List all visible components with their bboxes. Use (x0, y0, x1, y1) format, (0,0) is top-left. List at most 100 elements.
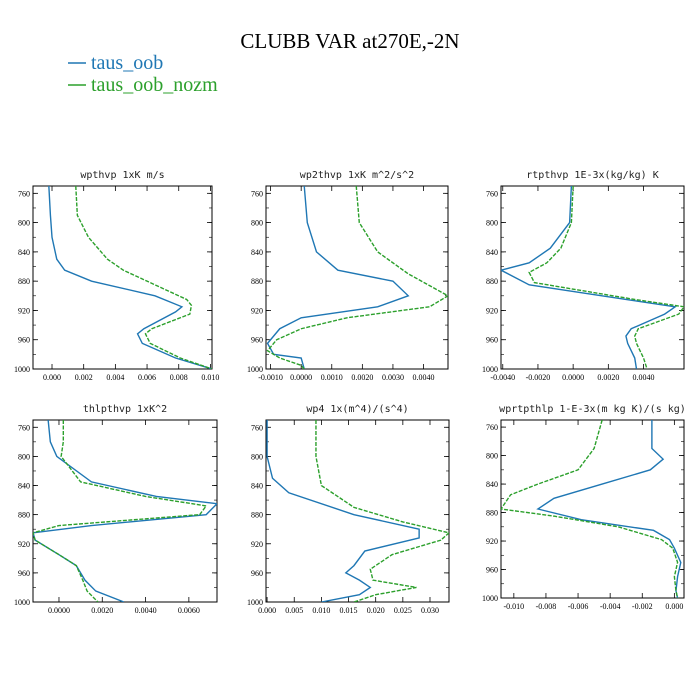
y-tick-label: 840 (486, 480, 498, 489)
y-tick-label: 840 (18, 248, 30, 257)
y-tick-label: 960 (18, 569, 30, 578)
panel-title: wprtpthlp 1-E-3x(m kg K)/(s kg) (499, 404, 686, 415)
series-line-taus-oob (536, 420, 682, 598)
plot-frame (265, 419, 450, 603)
x-tick-label: 0.0020 (351, 373, 373, 382)
panels: wpthvp 1xK m/s 760 800 840 880 920 960 1000 0.00… (14, 170, 686, 615)
y-tick-label: 760 (486, 423, 498, 432)
plot-frame (32, 419, 218, 603)
y-tick-label: 840 (486, 248, 498, 257)
series-line-taus-oob (266, 186, 410, 369)
x-tick-label: 0.030 (421, 606, 439, 615)
y-tick-label: 840 (251, 482, 263, 491)
y-tick-label: 920 (18, 540, 30, 549)
plot-frame (265, 185, 449, 370)
plot-frame (500, 185, 685, 370)
y-tick-label: 1000 (247, 365, 263, 374)
y-tick-label: 920 (251, 540, 263, 549)
y-tick-label: 960 (486, 336, 498, 345)
y-tick-label: 960 (251, 336, 263, 345)
y-tick-label: 800 (251, 219, 263, 228)
series-line-taus-oob (48, 186, 212, 369)
x-tick-label: 0.005 (285, 606, 303, 615)
x-tick-label: 0.0040 (413, 373, 435, 382)
panel-title: wp2thvp 1xK m^2/s^2 (300, 170, 414, 181)
x-tick-label: 0.010 (201, 373, 219, 382)
series-line-taus-oob-nozm (33, 420, 208, 602)
x-tick-label: 0.0000 (562, 373, 584, 382)
panel-title: rtpthvp 1E-3x(kg/kg) K (526, 170, 658, 181)
y-tick-label: 960 (18, 336, 30, 345)
y-tick-label: 840 (18, 482, 30, 491)
y-tick-label: 760 (486, 189, 498, 198)
y-tick-label: 1000 (482, 594, 498, 603)
x-tick-label: -0.008 (536, 602, 557, 611)
x-tick-label: 0.0020 (91, 606, 113, 615)
y-tick-label: 800 (18, 219, 30, 228)
y-tick-label: 1000 (14, 598, 30, 607)
x-tick-label: -0.006 (568, 602, 589, 611)
x-tick-label: 0.0060 (178, 606, 200, 615)
y-tick-label: 920 (486, 306, 498, 315)
y-tick-label: 880 (251, 277, 263, 286)
panel-title: wp4 1x(m^4)/(s^4) (306, 404, 408, 415)
y-tick-label: 800 (486, 219, 498, 228)
series-line-taus-oob-nozm (315, 420, 449, 602)
x-tick-label: 0.008 (170, 373, 188, 382)
plot-frame (500, 419, 685, 599)
series-line-taus-oob-nozm (75, 186, 212, 369)
x-tick-label: 0.0000 (290, 373, 312, 382)
legend-label-taus-oob: taus_oob (91, 52, 163, 74)
x-tick-label: 0.015 (340, 606, 358, 615)
x-tick-label: -0.0040 (490, 373, 515, 382)
x-tick-label: 0.0020 (597, 373, 619, 382)
panel-4: thlpthvp 1xK^2 760 800 840 880 920 960 1000 0.00… (14, 404, 218, 615)
panel-title: wpthvp 1xK m/s (80, 170, 164, 181)
y-tick-label: 920 (486, 537, 498, 546)
x-tick-label: 0.025 (394, 606, 412, 615)
x-tick-label: 0.0040 (633, 373, 655, 382)
x-tick-label: 0.0040 (135, 606, 157, 615)
x-tick-label: 0.0030 (382, 373, 404, 382)
series-line-taus-oob (501, 186, 678, 369)
y-tick-label: 800 (486, 452, 498, 461)
series-line-taus-oob-nozm (266, 186, 448, 369)
series-line-taus-oob (33, 420, 217, 602)
panel-3: rtpthvp 1E-3x(kg/kg) K 760 800 840 880 920 960… (482, 170, 685, 382)
panel-6: wprtpthlp 1-E-3x(m kg K)/(s kg)760 800 840… (482, 404, 686, 611)
x-tick-label: 0.006 (138, 373, 156, 382)
y-tick-label: 800 (18, 452, 30, 461)
y-tick-label: 1000 (247, 598, 263, 607)
y-tick-label: 1000 (482, 365, 498, 374)
y-tick-label: 880 (18, 277, 30, 286)
x-tick-label: -0.0010 (258, 373, 283, 382)
legend-label-taus-oob-nozm: taus_oob_nozm (91, 74, 218, 96)
y-tick-label: 840 (251, 248, 263, 257)
x-tick-label: -0.004 (600, 602, 621, 611)
y-tick-label: 880 (486, 509, 498, 518)
y-tick-label: 760 (251, 423, 263, 432)
series-line-taus-oob-nozm (528, 186, 684, 369)
x-tick-label: 0.0000 (48, 606, 70, 615)
x-tick-label: 0.000 (665, 602, 683, 611)
panel-title: thlpthvp 1xK^2 (83, 404, 167, 415)
figure-title: CLUBB VAR at270E,-2N (240, 29, 459, 53)
x-tick-label: 0.020 (367, 606, 385, 615)
series-line-taus-oob (266, 420, 420, 602)
x-tick-label: -0.0020 (526, 373, 551, 382)
x-tick-label: -0.002 (632, 602, 653, 611)
x-tick-label: 0.010 (312, 606, 330, 615)
x-tick-label: 0.002 (75, 373, 93, 382)
plot-frame (32, 185, 213, 370)
panel-2: wp2thvp 1xK m^2/s^2 760 800 840 880 920 960 100… (247, 170, 449, 382)
y-tick-label: 760 (18, 189, 30, 198)
legend: taus_oob taus_oob_nozm (68, 52, 218, 96)
y-tick-label: 880 (486, 277, 498, 286)
panel-1: wpthvp 1xK m/s 760 800 840 880 920 960 1000 0.00… (14, 170, 219, 382)
x-tick-label: 0.004 (106, 373, 124, 382)
series-line-taus-oob-nozm (501, 420, 679, 598)
y-tick-label: 880 (251, 511, 263, 520)
x-tick-label: 0.0010 (321, 373, 343, 382)
y-tick-label: 800 (251, 452, 263, 461)
